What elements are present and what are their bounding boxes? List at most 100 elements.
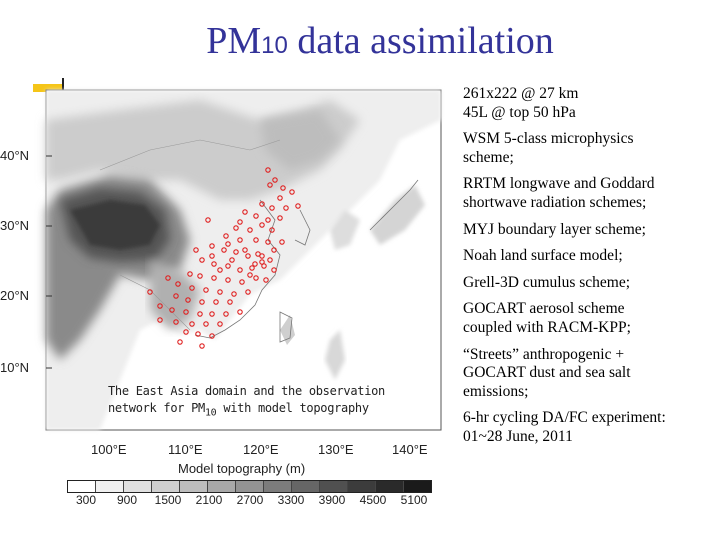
lon-label-130e: 130°E [318,442,354,457]
config-item-line: WSM 5-class microphysics [463,130,634,148]
lat-label-10n: 10°N [0,360,30,375]
station-marker [227,299,233,305]
station-marker [239,279,245,285]
config-item: WSM 5-class microphysics scheme; [463,130,718,167]
station-marker [225,263,231,269]
station-marker [205,217,211,223]
lat-label-40n: 40°N [0,148,30,163]
colorbar-cell [68,481,96,492]
config-item-line: 01~28 June, 2011 [463,427,573,445]
station-marker [237,267,243,273]
station-marker [253,213,259,219]
colorbar-tick-label: 4500 [359,493,387,507]
caption-line-2-post: with model topography [216,401,369,416]
station-marker [193,247,199,253]
lon-label-110e: 110°E [168,442,203,457]
topography-colorbar [67,480,432,493]
config-item: “Streets” anthropogenic + GOCART dust and… [463,346,718,402]
station-marker [223,311,229,317]
config-item-line: GOCART dust and sea salt [463,364,631,382]
config-item-line: shortwave radiation schemes; [463,193,647,211]
station-marker [245,289,251,295]
borders [99,139,281,331]
station-marker [199,343,205,349]
colorbar-cell [236,481,264,492]
station-marker [237,309,243,315]
colorbar-tick-label: 3900 [318,493,346,507]
lat-ticks [46,155,52,369]
station-marker [157,303,163,309]
station-marker [183,329,189,335]
station-marker [253,237,259,243]
lat-label-30n: 30°N [0,218,30,233]
config-item: Grell-3D cumulus scheme; [463,274,718,293]
station-marker [237,237,243,243]
title-main: PM [206,20,262,62]
station-marker [217,321,223,327]
station-marker [231,291,237,297]
colorbar-cell [320,481,348,492]
colorbar-tick-label: 5100 [400,493,428,507]
config-item-line: 261x222 @ 27 km [463,85,579,102]
station-marker [199,257,205,263]
config-item: 6-hr cycling DA/FC experiment: 01~28 June… [463,409,718,446]
station-marker [289,189,295,195]
station-marker [221,247,227,253]
config-item-line: GOCART aerosol scheme [463,300,625,318]
station-marker [203,287,209,293]
colorbar-cell [152,481,180,492]
config-item-line: 45L @ top 50 hPa [463,103,576,121]
caption-line-2: network for PM10 with model topography [108,400,408,421]
station-marker [209,311,215,317]
colorbar-tick-label: 2100 [195,493,223,507]
colorbar-tick-label: 3300 [277,493,305,507]
station-marker [213,299,219,305]
config-item-line: Noah land surface model; [463,247,623,265]
land-topography [46,90,441,430]
colorbar-tick-label: 1500 [154,493,182,507]
station-marker [211,261,217,267]
station-marker [279,239,285,245]
station-marker [197,311,203,317]
station-marker [189,321,195,327]
title-subscript: 10 [261,32,288,59]
colorbar-cell [124,481,152,492]
station-marker [157,317,163,323]
caption-line-2-sub: 10 [204,407,217,419]
coastlines [194,179,419,343]
config-item-line: MYJ boundary layer scheme; [463,220,646,238]
station-marker [237,219,243,225]
station-marker [267,182,273,188]
station-marker [269,227,275,233]
accent-bar [33,84,63,92]
config-item-line: coupled with RACM-KPP; [463,318,631,336]
caption-line-2-pre: network for PM [108,401,205,416]
station-marker [271,247,277,253]
config-item-line: 6-hr cycling DA/FC experiment: [463,409,666,427]
station-marker [147,289,153,295]
station-marker [183,309,189,315]
colorbar-cell [208,481,236,492]
colorbar-tick-label: 900 [116,493,138,507]
station-marker [197,273,203,279]
station-marker [211,275,217,281]
station-marker [265,217,271,223]
station-marker [195,331,201,337]
config-item-line: scheme; [463,148,514,166]
colorbar-cell [376,481,404,492]
station-marker [187,271,193,277]
station-marker [217,289,223,295]
station-marker [253,275,259,281]
colorbar-cell [264,481,292,492]
station-marker [185,297,191,303]
station-marker [209,333,215,339]
station-marker [249,265,255,271]
station-marker [223,233,229,239]
config-item-line: RRTM longwave and Goddard [463,175,655,193]
station-marker [272,177,278,183]
station-marker [173,319,179,325]
config-item-line: emissions; [463,382,529,400]
station-marker [277,195,283,201]
lat-label-20n: 20°N [0,288,30,303]
config-item: 261x222 @ 27 km 45L @ top 50 hPa [463,85,718,122]
